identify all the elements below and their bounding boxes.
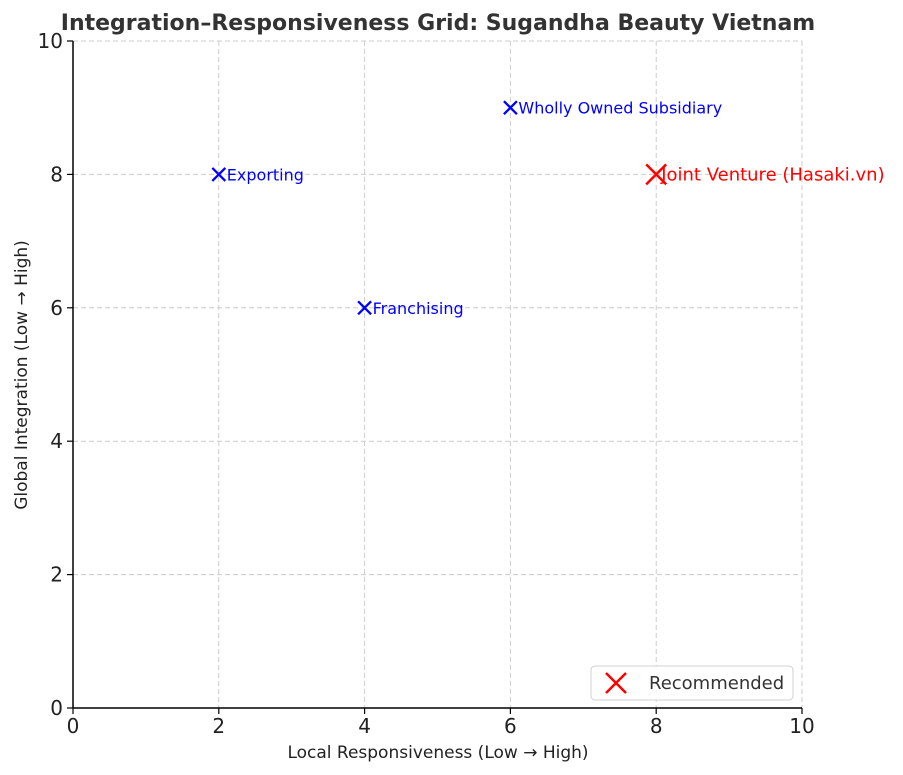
data-points: Exporting Franchising Wholly Owned Subsidi… <box>211 99 885 318</box>
data-point-label: Exporting <box>227 165 304 184</box>
x-marker <box>645 163 668 186</box>
x-axis-label: Local Responsiveness (Low → High) <box>287 743 588 763</box>
data-point-label: Wholly Owned Subsidiary <box>518 99 722 118</box>
chart-title: Integration–Responsiveness Grid: Sugandh… <box>61 11 815 36</box>
x-marker <box>211 167 227 182</box>
x-tick-label: 2 <box>212 714 225 738</box>
legend: Recommended <box>590 665 794 701</box>
x-marker <box>503 100 518 116</box>
data-point-1: Exporting <box>211 165 304 184</box>
data-point-label: Joint Venture (Hasaki.vn) <box>660 164 884 185</box>
x-tick-label: 4 <box>358 714 371 738</box>
y-tick-label: 8 <box>50 162 63 186</box>
data-point-4: Joint Venture (Hasaki.vn) <box>645 163 885 186</box>
legend-marker <box>605 672 627 694</box>
y-tick-label: 6 <box>50 296 63 320</box>
y-tick-label: 2 <box>50 563 63 587</box>
legend-box <box>590 665 794 701</box>
data-point-3: Wholly Owned Subsidiary <box>503 99 722 118</box>
y-tick-label: 10 <box>38 29 63 53</box>
legend-label: Recommended <box>649 673 784 694</box>
y-axis-label: Global Integration (Low → High) <box>12 240 32 510</box>
y-tick-label: 4 <box>50 429 63 453</box>
x-tick-label: 0 <box>67 714 80 738</box>
data-point-label: Franchising <box>373 299 464 318</box>
y-tick-label: 0 <box>50 696 63 720</box>
data-point-2: Franchising <box>357 299 464 318</box>
ticks: 0 2 4 6 8 10 0 2 4 6 8 10 <box>38 29 815 738</box>
grid <box>73 40 803 708</box>
x-marker <box>357 300 372 316</box>
x-tick-label: 6 <box>504 714 517 738</box>
x-tick-label: 8 <box>650 714 663 738</box>
axes <box>72 41 802 709</box>
x-tick-label: 10 <box>789 714 814 738</box>
